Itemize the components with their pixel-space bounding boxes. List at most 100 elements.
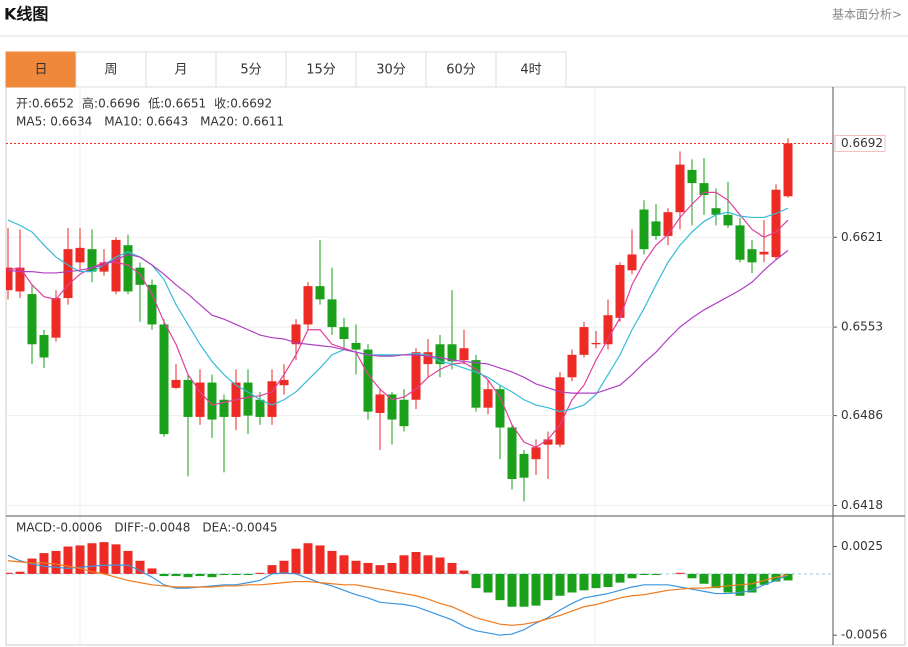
main-plot [6,138,833,506]
legend-label: DEA: [202,521,231,535]
macd-bar [555,573,565,596]
macd-bar [99,542,109,574]
macd-bar [87,543,97,574]
macd-bar [471,573,481,589]
tab-label[interactable]: 日 [34,63,47,78]
tab-label[interactable]: 5分 [240,63,261,78]
candle-body [723,214,733,226]
candle-body [219,399,229,417]
macd-bar [27,558,37,574]
tab[interactable] [5,51,77,88]
macd-bar [327,550,337,574]
macd-bar [243,573,253,575]
info-label: 低: [148,97,164,111]
macd-bar [315,545,325,574]
macd-bar [351,560,361,574]
info-value: 0.6652 [32,97,74,111]
candle-body [291,324,301,345]
candle-body [423,352,433,365]
candle-body [123,245,133,292]
candle-body [51,298,61,338]
candle-body [267,381,277,417]
candle-body [759,251,769,255]
macd-bar [759,573,769,585]
tab-label[interactable]: 15分 [306,63,336,78]
tab[interactable] [75,51,147,88]
candle-body [111,239,121,292]
info-value: 0.6696 [98,97,140,111]
macd-bar [495,573,505,601]
macd-bar [183,573,193,578]
macd-bar [339,555,349,574]
macd-bar [111,544,121,574]
macd-bar [711,573,721,589]
tab-label[interactable]: 周 [104,63,117,78]
candle-body [411,352,421,400]
candle-body [579,327,589,355]
tab[interactable] [495,51,567,88]
candle-body [195,382,205,417]
macd-bar [159,573,169,577]
legend-label: MA5: [16,115,46,129]
candle-body [519,453,529,478]
candle-body [735,225,745,260]
candle-body [387,394,397,420]
macd-bar [447,562,457,574]
y-tick-label: 0.6621 [841,230,883,244]
macd-bar [435,557,445,574]
macd-bar [147,568,157,574]
macd-bar [195,573,205,577]
candle-body [591,342,601,345]
candle-body [6,267,13,291]
candle-body [459,348,469,361]
candle-body [15,267,25,292]
candle-body [303,286,313,325]
candle-body [507,427,517,480]
y-tick-label: -0.0056 [841,628,887,642]
macd-bar [375,565,385,574]
candle-body [627,254,637,271]
candle-body [375,394,385,413]
tab-label[interactable]: 60分 [446,63,476,78]
tab-label[interactable]: 4时 [520,63,541,78]
candle-body [447,344,457,362]
candle-body [147,284,157,325]
macd-line [7,560,789,626]
macd-bar [63,546,73,574]
legend-label: MA10: [104,115,142,129]
candle-body [171,379,181,388]
legend-value: 0.6611 [242,115,284,129]
info-value: 0.6651 [164,97,206,111]
macd-bar [399,555,409,574]
candle-body [279,379,289,386]
last-price-box [834,134,886,152]
candle-body [315,286,325,300]
macd-line [7,554,789,636]
macd-bar [219,573,229,575]
macd-bar [303,543,313,574]
fundamental-link[interactable]: 基本面分析> [832,8,902,22]
candle-body [603,315,613,345]
candle-body [663,212,673,236]
overlay: 0.6418 0.6486 0.6553 0.6621 0.6692 开: 0.6652 高:… [6,96,887,642]
last-price-label: 0.6692 [841,136,883,150]
tab[interactable] [425,51,497,88]
macd-bar [135,560,145,574]
legend-value: 0.6634 [50,115,92,129]
macd-bar [603,573,613,588]
macd-bar [651,573,661,575]
macd-bar [627,573,637,579]
tab-label[interactable]: 30分 [376,63,406,78]
candle-body [783,143,793,197]
macd-bar [591,573,601,589]
candle-body [135,267,145,285]
candle-body [183,379,193,417]
candle-body [327,299,337,328]
tab[interactable] [145,51,217,88]
tab[interactable] [215,51,287,88]
tab-label[interactable]: 月 [174,63,187,78]
macd-bar [459,570,469,574]
page-title: K线图 [4,5,48,24]
candle-body [255,399,265,417]
info-label: 高: [82,96,98,111]
